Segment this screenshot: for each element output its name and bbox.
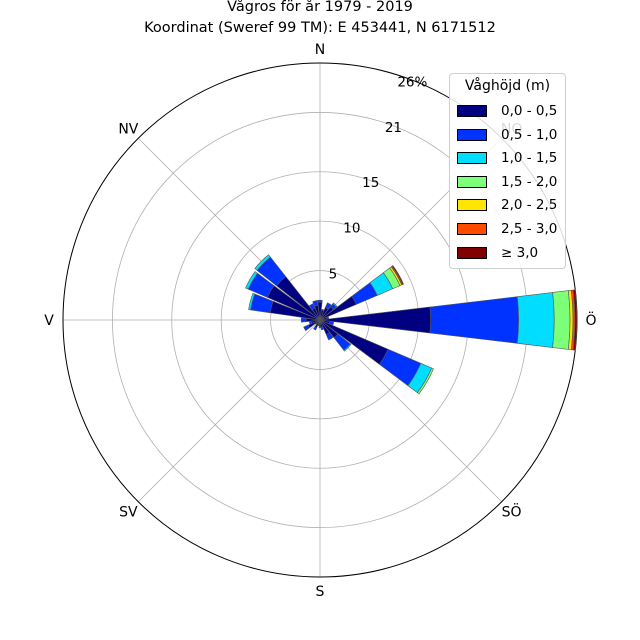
radial-tick-label: 21 bbox=[385, 120, 402, 136]
chart-title: Vågros för år 1979 - 2019 bbox=[227, 0, 413, 15]
legend-label: 2,5 - 3,0 bbox=[501, 221, 558, 237]
legend-swatch bbox=[457, 128, 487, 141]
bar-segment bbox=[317, 299, 323, 303]
bar-segment bbox=[303, 324, 311, 332]
radial-tick-label: 26% bbox=[397, 75, 427, 91]
bar-segment bbox=[300, 317, 307, 323]
direction-label: Ö bbox=[585, 311, 596, 329]
direction-label: SV bbox=[119, 505, 138, 521]
bar-segment bbox=[417, 367, 434, 395]
bar-segment bbox=[318, 326, 322, 329]
chart-subtitle: Koordinat (Sweref 99 TM): E 453441, N 61… bbox=[144, 20, 496, 36]
bar-segment bbox=[245, 271, 258, 290]
legend-swatch bbox=[457, 223, 487, 235]
spoke-line bbox=[137, 319, 321, 503]
legend-label: 0,0 - 0,5 bbox=[501, 103, 558, 119]
direction-label: V bbox=[44, 313, 54, 329]
legend-swatch bbox=[457, 246, 487, 259]
direction-label: SÖ bbox=[502, 503, 522, 521]
bar-segment bbox=[325, 332, 334, 341]
legend-swatch bbox=[457, 175, 487, 188]
legend-item: 1,0 - 1,5 bbox=[457, 149, 567, 167]
bar-segment bbox=[313, 326, 317, 331]
radial-tick-label: 15 bbox=[362, 175, 379, 191]
bar-segment bbox=[312, 300, 319, 307]
legend-title: Våghöjd (m) bbox=[464, 78, 551, 94]
direction-label: N bbox=[315, 42, 325, 58]
direction-label: S bbox=[316, 584, 325, 600]
bar-segment bbox=[343, 343, 352, 352]
bar-segment bbox=[308, 303, 316, 311]
direction-label: NV bbox=[118, 121, 138, 137]
legend-item: 2,5 - 3,0 bbox=[457, 220, 567, 238]
bar-segment bbox=[248, 292, 256, 311]
bar-segment bbox=[391, 265, 404, 285]
legend-label: ≥ 3,0 bbox=[501, 244, 539, 261]
bar-segment bbox=[552, 290, 571, 350]
legend-label: 1,0 - 1,5 bbox=[501, 150, 558, 167]
bar-segment bbox=[325, 302, 332, 310]
legend-swatch bbox=[457, 199, 487, 212]
bar-segment bbox=[328, 321, 335, 326]
legend-item: ≥ 3,0 bbox=[457, 244, 567, 262]
spoke-line bbox=[319, 319, 503, 503]
legend-item: 0,5 - 1,0 bbox=[457, 126, 567, 144]
bar-segment bbox=[254, 254, 271, 271]
bar-segment bbox=[321, 308, 325, 312]
legend-label: 0,5 - 1,0 bbox=[501, 126, 558, 143]
bar-segment bbox=[320, 326, 325, 331]
legend-label: 2,0 - 2,5 bbox=[501, 197, 558, 214]
bar-segment bbox=[332, 302, 338, 308]
radial-tick-label: 10 bbox=[343, 221, 360, 237]
bar-segment bbox=[516, 292, 555, 348]
bar-segment bbox=[308, 320, 313, 325]
legend-item: 2,0 - 2,5 bbox=[457, 196, 567, 214]
legend-swatch bbox=[457, 152, 487, 165]
bar-segment bbox=[572, 289, 578, 351]
bar-segment bbox=[326, 316, 330, 320]
axis-labels: NNOÖSÖSSVVNV510152126% bbox=[44, 42, 596, 600]
legend: Våghöjd (m) 0,0 - 0,5 0,5 - 1,0 1,0 - 1,5 1… bbox=[449, 73, 566, 269]
legend-item: 0,0 - 0,5 bbox=[457, 102, 567, 120]
legend-label: 1,5 - 2,0 bbox=[501, 173, 558, 190]
radial-tick-label: 5 bbox=[329, 266, 338, 282]
legend-item: 1,5 - 2,0 bbox=[457, 173, 567, 191]
bars bbox=[245, 254, 578, 395]
bar-segment bbox=[429, 296, 519, 344]
legend-swatch bbox=[457, 105, 487, 117]
